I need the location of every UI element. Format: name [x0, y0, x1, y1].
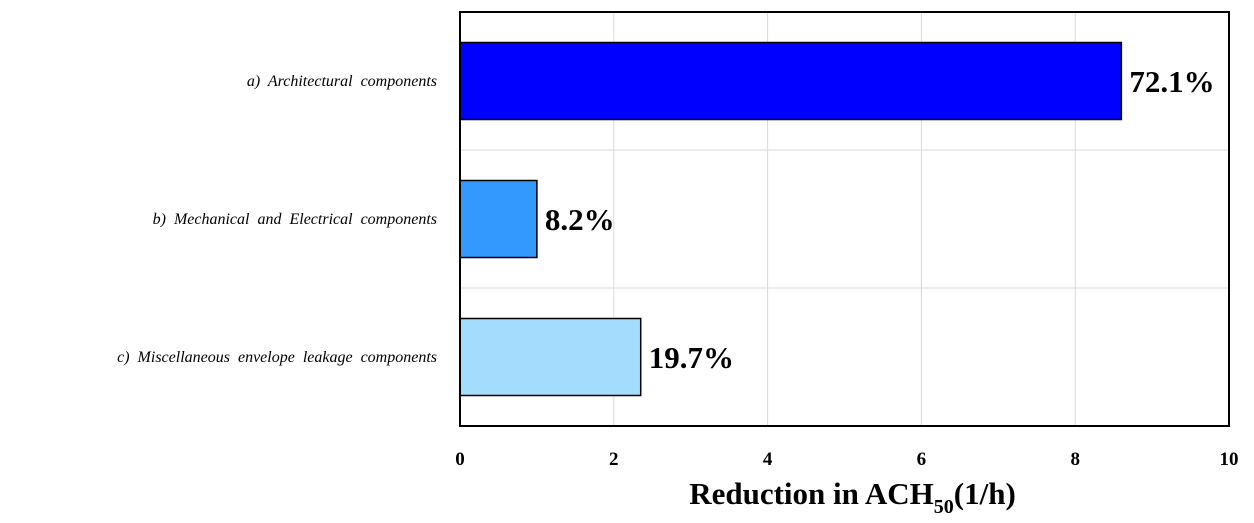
category-label: c) Miscellaneous envelope leakage compon…	[117, 349, 437, 366]
data-label: 19.7%	[649, 340, 734, 375]
data-label: 72.1%	[1129, 64, 1214, 99]
bar	[459, 179, 538, 259]
x-axis-title-suffix: (1/h)	[954, 476, 1016, 511]
category-label: b) Mechanical and Electrical components	[153, 211, 437, 228]
x-tick-label: 2	[609, 449, 619, 470]
x-tick-label: 10	[1220, 449, 1239, 470]
x-tick-label: 4	[763, 449, 773, 470]
x-axis-title-prefix: Reduction in ACH	[689, 476, 934, 511]
bar	[459, 41, 1123, 121]
bar	[459, 317, 642, 397]
x-tick-label: 8	[1070, 449, 1080, 470]
x-axis-title: Reduction in ACH50(1/h)	[689, 476, 1016, 518]
x-tick-label: 6	[917, 449, 927, 470]
x-tick-label: 0	[455, 449, 465, 470]
x-tick-labels: 0 2 4 6 8 10	[455, 449, 1238, 470]
data-labels: 72.1% 8.2% 19.7%	[545, 64, 1215, 375]
data-label: 8.2%	[545, 202, 615, 237]
category-labels: a) Architectural components b) Mechanical…	[117, 73, 437, 366]
plot-area-frame	[459, 11, 1230, 427]
x-axis-title-subscript: 50	[934, 496, 954, 518]
category-label: a) Architectural components	[247, 73, 437, 90]
